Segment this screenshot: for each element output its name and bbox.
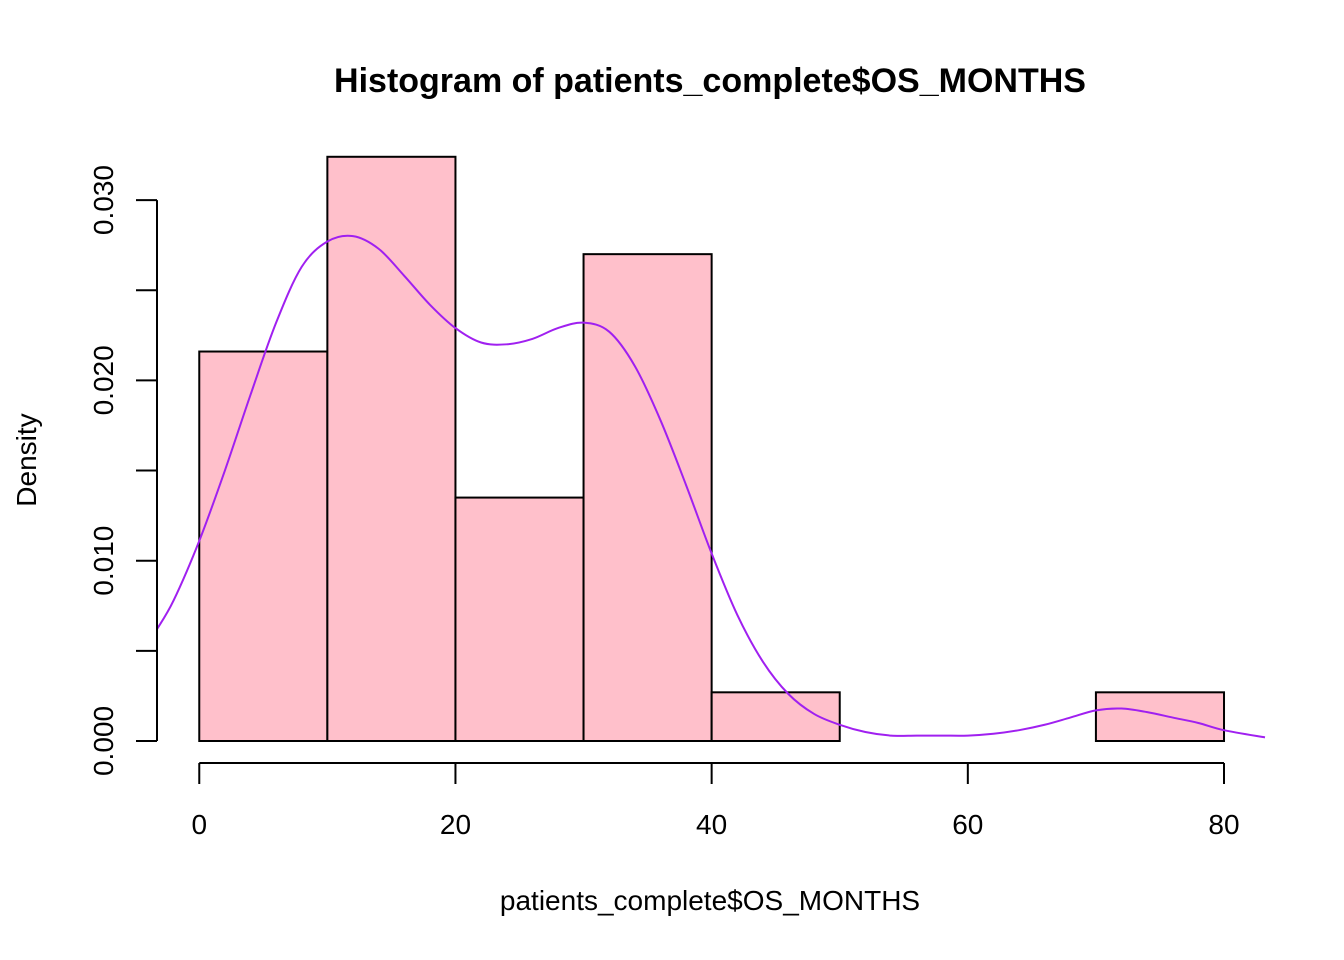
histogram-bar-0-10 <box>198 350 329 742</box>
x-tick-label-40: 40 <box>696 809 727 840</box>
x-tick-label-20: 20 <box>440 809 471 840</box>
x-tick-label-0: 0 <box>191 809 207 840</box>
y-tick-label-0: 0.000 <box>88 706 119 776</box>
x-axis: 0 20 40 60 80 <box>191 762 1240 840</box>
histogram-bar-20-30 <box>454 496 585 742</box>
density-curve-layer <box>156 234 1266 739</box>
x-axis-label: patients_complete$OS_MONTHS <box>500 885 920 916</box>
y-axis: 0.000 0.010 0.020 0.030 <box>88 165 158 776</box>
y-axis-label: Density <box>11 413 42 506</box>
histogram-bar-70-80 <box>1094 691 1226 742</box>
bars-layer <box>198 155 1226 743</box>
y-tick-label-2: 0.010 <box>88 526 119 596</box>
y-tick-label-6: 0.030 <box>88 165 119 235</box>
chart-title: Histogram of patients_complete$OS_MONTHS <box>334 62 1086 100</box>
y-tick-label-4: 0.020 <box>88 345 119 415</box>
histogram-bar-10-20 <box>326 155 457 743</box>
x-tick-label-60: 60 <box>952 809 983 840</box>
x-tick-label-80: 80 <box>1208 809 1239 840</box>
density-curve <box>156 234 1266 739</box>
